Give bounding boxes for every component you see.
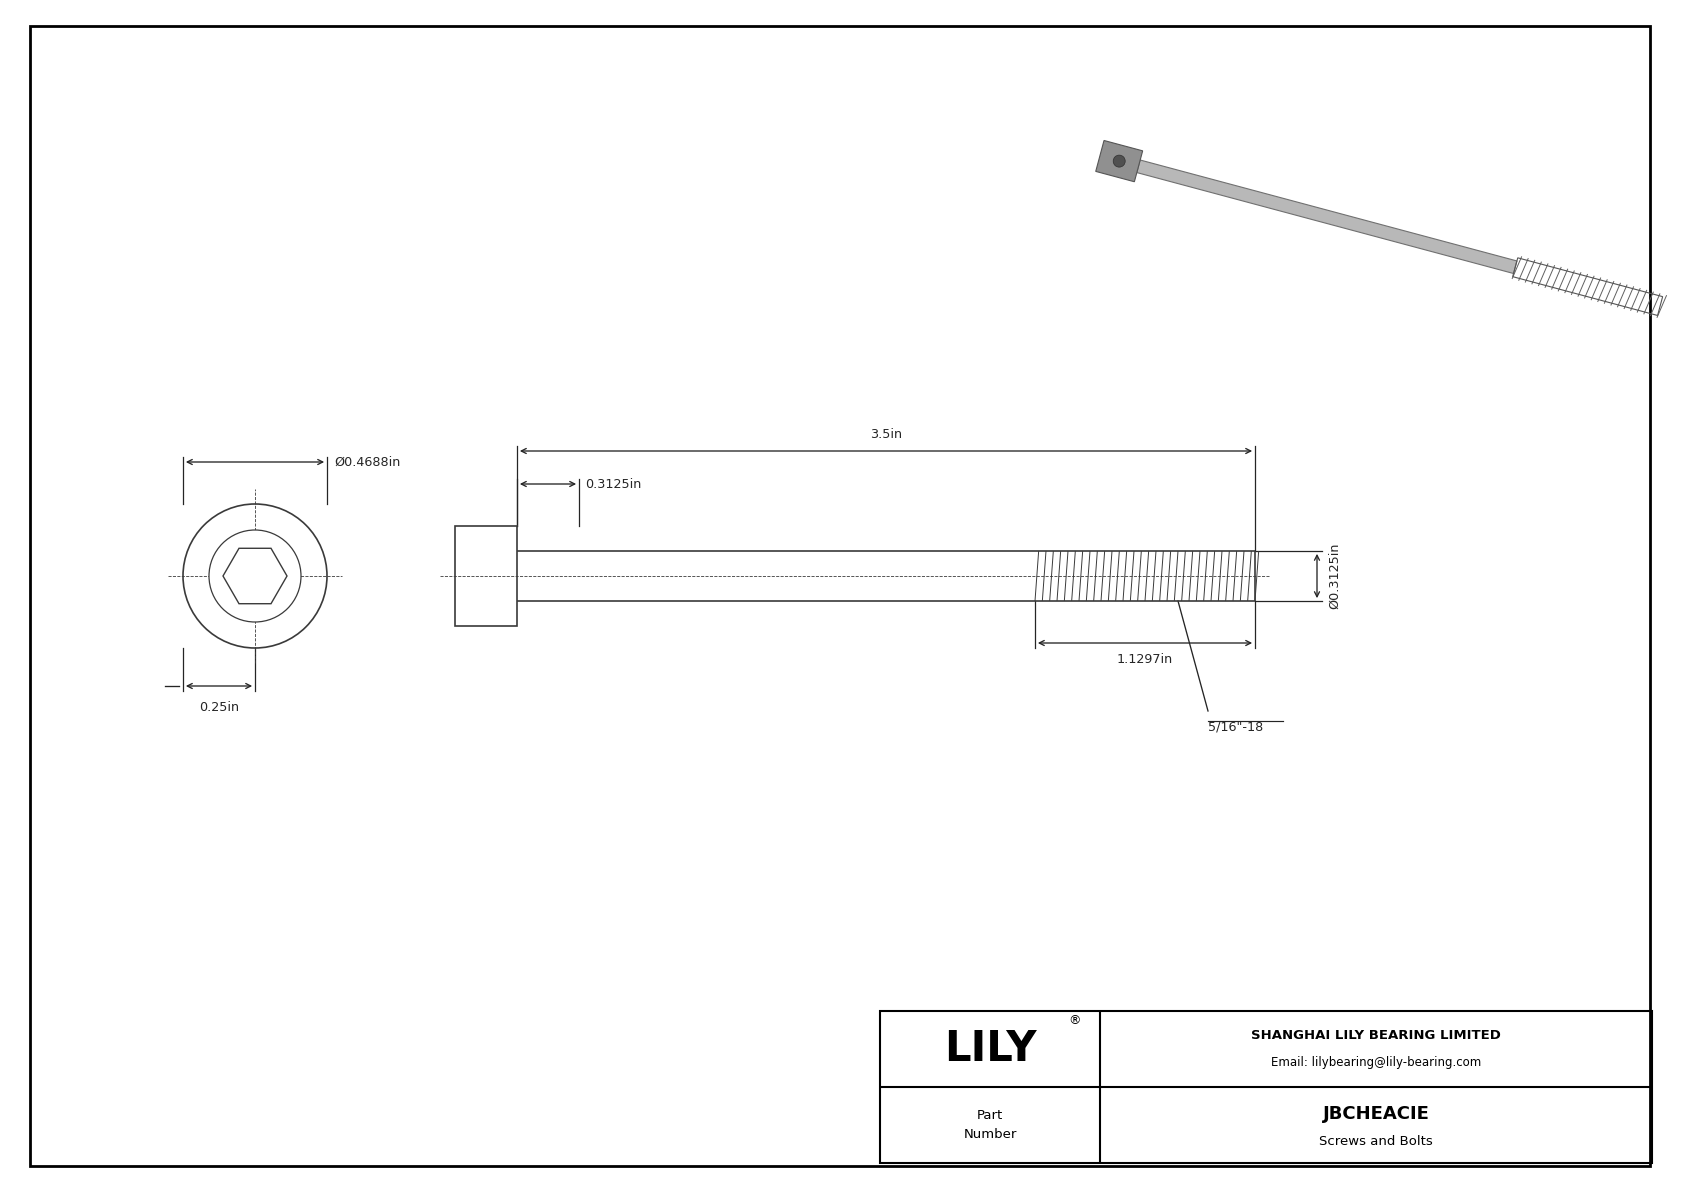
Text: 3.5in: 3.5in: [871, 428, 903, 441]
Text: Screws and Bolts: Screws and Bolts: [1319, 1135, 1433, 1148]
Text: Ø0.4688in: Ø0.4688in: [333, 455, 401, 468]
Text: 0.3125in: 0.3125in: [584, 478, 642, 491]
Bar: [455, 526, 517, 626]
Circle shape: [184, 504, 327, 648]
Circle shape: [1113, 155, 1125, 167]
Text: JBCHEACIE: JBCHEACIE: [1322, 1104, 1430, 1123]
Polygon shape: [1137, 160, 1517, 274]
Text: 0.25in: 0.25in: [199, 701, 239, 713]
Bar: [881, 1011, 1652, 1162]
Text: Part
Number: Part Number: [963, 1109, 1017, 1141]
Polygon shape: [222, 548, 286, 604]
Text: LILY: LILY: [943, 1028, 1036, 1070]
Text: 1.1297in: 1.1297in: [1116, 653, 1174, 666]
Text: Email: lilybearing@lily-bearing.com: Email: lilybearing@lily-bearing.com: [1271, 1056, 1482, 1070]
Text: Ø0.3125in: Ø0.3125in: [1329, 543, 1342, 610]
Circle shape: [209, 530, 301, 622]
Text: SHANGHAI LILY BEARING LIMITED: SHANGHAI LILY BEARING LIMITED: [1251, 1029, 1500, 1042]
Polygon shape: [1096, 141, 1143, 182]
Text: ®: ®: [1069, 1015, 1081, 1028]
Text: 5/16"-18: 5/16"-18: [1207, 721, 1263, 734]
